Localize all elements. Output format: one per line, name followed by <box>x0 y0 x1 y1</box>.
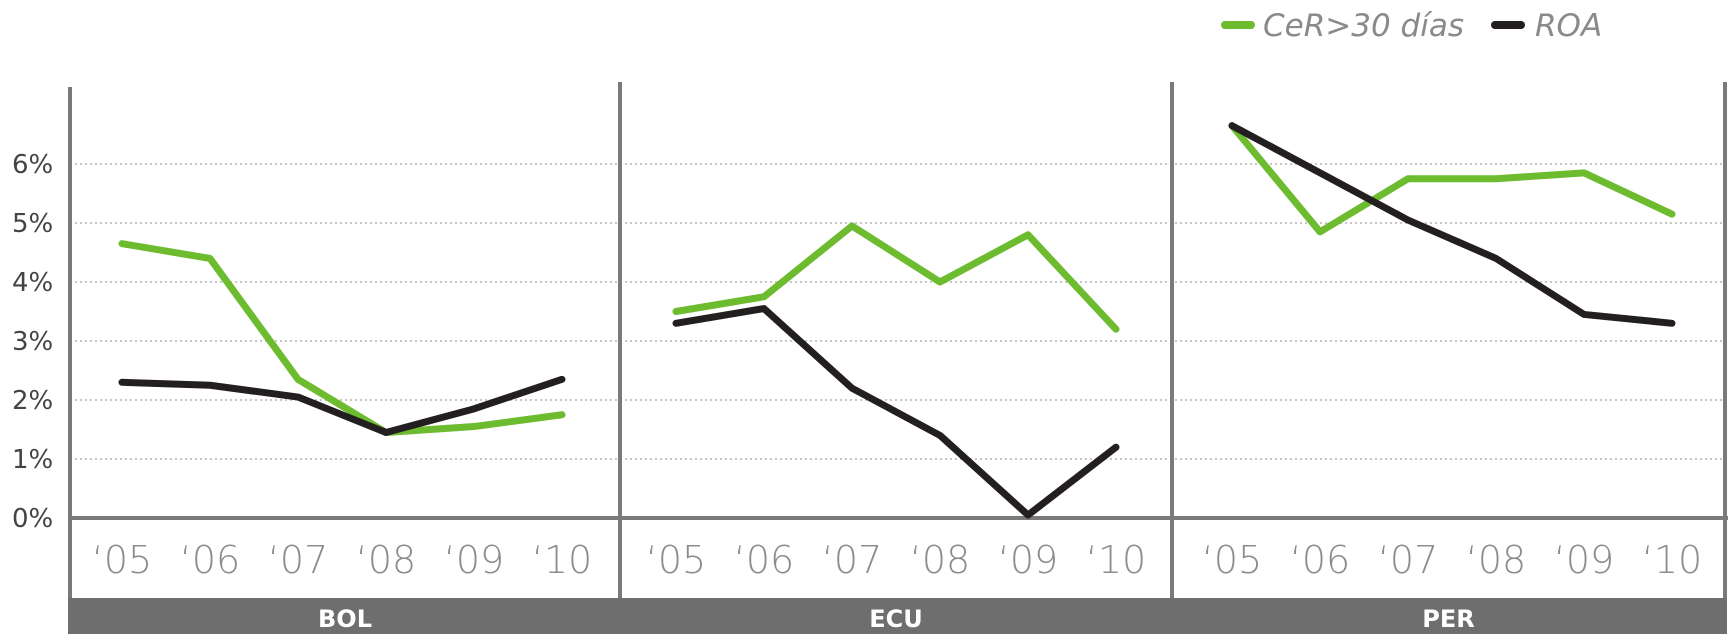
x-tick-label: ‘10 <box>1086 538 1146 582</box>
panel-label-bar <box>68 598 622 634</box>
x-tick-label: ‘09 <box>998 538 1058 582</box>
y-tick-label: 5% <box>12 209 53 239</box>
x-tick-label: ‘07 <box>822 538 882 582</box>
panel-label-ecu: ECU <box>869 605 923 633</box>
legend: CeR>30 días ROA <box>1221 8 1602 44</box>
x-tick-label: ‘08 <box>910 538 970 582</box>
panel-ecu: ‘05 ‘06 ‘07 ‘08 ‘09 ‘10 ECU <box>618 222 1174 634</box>
panel-label-per: PER <box>1422 605 1474 633</box>
series-line-bol-roa <box>118 375 566 436</box>
panel-bol: ‘05 ‘06 ‘07 ‘08 ‘09 ‘10 BOL <box>68 240 622 634</box>
x-tick-label: ‘07 <box>1378 538 1438 582</box>
y-tick-label: 1% <box>12 445 53 475</box>
series-line-bol-cer-30-d-as <box>118 240 566 436</box>
legend-label-roa: ROA <box>1535 8 1602 44</box>
x-tick-label: ‘06 <box>180 538 240 582</box>
y-tick-label: 2% <box>12 386 53 416</box>
x-tick-label: ‘05 <box>1202 538 1262 582</box>
panel-label-bol: BOL <box>318 605 372 633</box>
panel-per: ‘05 ‘06 ‘07 ‘08 ‘09 ‘10 PER <box>1170 122 1727 634</box>
x-tick-label: ‘05 <box>646 538 706 582</box>
x-tick-label: ‘05 <box>92 538 152 582</box>
y-axis-ticks: 0% 1% 2% 3% 4% 5% 6% <box>12 150 53 534</box>
series-line-per-cer-30-d-as <box>1228 122 1676 236</box>
x-tick-label: ‘08 <box>1466 538 1526 582</box>
panel-label-bar <box>1170 598 1727 634</box>
panel-label-bar <box>618 598 1174 634</box>
x-tick-label: ‘10 <box>532 538 592 582</box>
x-tick-label: ‘06 <box>734 538 794 582</box>
x-tick-label: ‘09 <box>1554 538 1614 582</box>
grid <box>68 82 1728 598</box>
series-line-ecu-roa <box>672 305 1120 519</box>
series-line-per-roa <box>1228 122 1676 327</box>
x-tick-label: ‘07 <box>268 538 328 582</box>
x-tick-label: ‘06 <box>1290 538 1350 582</box>
panels: ‘05 ‘06 ‘07 ‘08 ‘09 ‘10 BOL ‘05 ‘06 ‘07 ‘08 ‘09 ‘10 E… <box>68 122 1727 634</box>
x-tick-label: ‘08 <box>356 538 416 582</box>
y-tick-label: 4% <box>12 268 53 298</box>
x-tick-label: ‘09 <box>444 538 504 582</box>
x-tick-label: ‘10 <box>1642 538 1702 582</box>
y-tick-label: 0% <box>12 504 53 534</box>
y-tick-label: 3% <box>12 327 53 357</box>
legend-label-cer-30-d-as: CeR>30 días <box>1263 8 1464 44</box>
series-line-ecu-cer-30-d-as <box>672 222 1120 333</box>
y-tick-label: 6% <box>12 150 53 180</box>
